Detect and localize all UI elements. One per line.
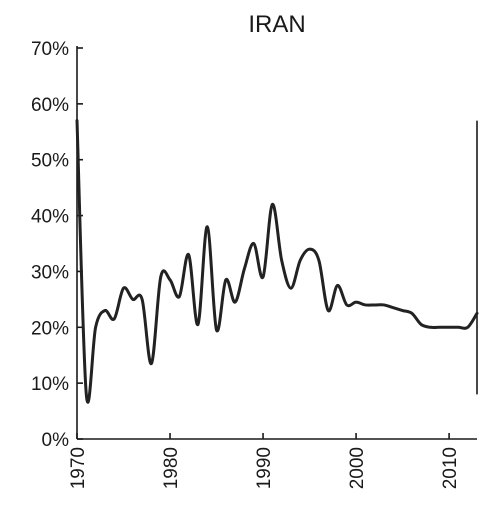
y-tick-label: 60%	[31, 95, 69, 116]
x-tick-label: 2000	[347, 447, 368, 489]
x-tick-label: 2010	[440, 447, 461, 489]
y-tick-label: 40%	[31, 207, 69, 228]
y-tick-label: 50%	[31, 151, 69, 172]
y-tick-label: 10%	[31, 374, 69, 395]
chart-title: IRAN	[248, 11, 305, 38]
y-tick-label: 20%	[31, 318, 69, 339]
x-tick-label: 1980	[161, 447, 182, 489]
y-tick-label: 0%	[42, 430, 70, 451]
x-tick-label: 1970	[68, 447, 89, 489]
series-line	[75, 119, 479, 404]
y-tick-label: 70%	[31, 39, 69, 60]
plot-area: 0% 10% 20% 30% 40% 50% 60% 70% 1970 1980 1990 2000 2…	[31, 39, 479, 489]
y-tick-label: 30%	[31, 262, 69, 283]
x-tick-label: 1990	[254, 447, 275, 489]
